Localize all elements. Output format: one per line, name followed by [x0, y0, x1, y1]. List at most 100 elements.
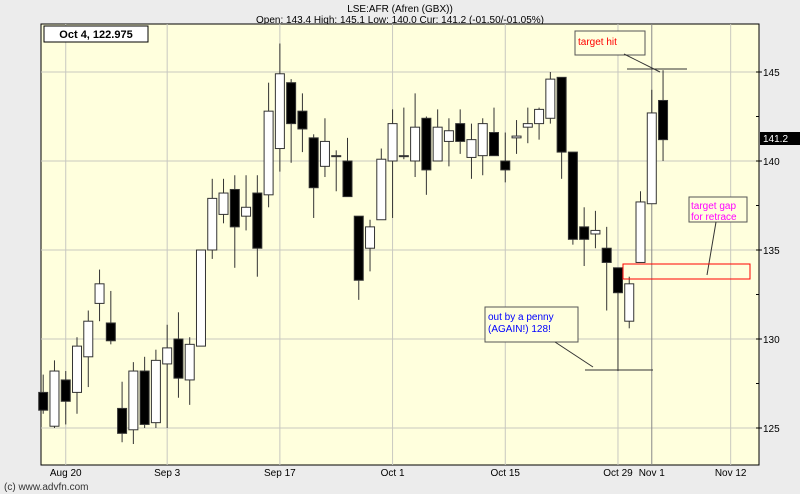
x-tick-label: Nov 1 — [639, 468, 666, 479]
candle-body — [522, 123, 533, 128]
candle[interactable] — [105, 290, 116, 345]
candle-body — [274, 73, 285, 150]
candle[interactable] — [83, 310, 94, 388]
candle[interactable] — [139, 356, 150, 428]
candle-body — [252, 192, 263, 249]
candle[interactable] — [432, 109, 443, 162]
candle-body — [83, 320, 94, 358]
x-tick-label: Oct 15 — [491, 468, 521, 479]
candle[interactable] — [38, 374, 49, 414]
y-axis: 125 130 135 140 145 — [756, 68, 780, 435]
candle[interactable] — [117, 381, 128, 443]
candle[interactable] — [94, 269, 105, 322]
candle[interactable] — [331, 150, 342, 192]
candle[interactable] — [286, 79, 297, 163]
candle[interactable] — [319, 118, 330, 178]
candle[interactable] — [579, 207, 590, 267]
candle[interactable] — [658, 70, 669, 161]
candle[interactable] — [624, 276, 635, 329]
candle-body — [173, 338, 184, 379]
candle-body — [387, 123, 398, 162]
candle[interactable] — [128, 362, 139, 445]
candle-body — [49, 370, 60, 427]
candle[interactable] — [646, 89, 657, 205]
candle[interactable] — [612, 267, 623, 372]
candle[interactable] — [398, 107, 409, 160]
candle[interactable] — [421, 116, 432, 195]
candle[interactable] — [241, 175, 252, 231]
candle[interactable] — [308, 134, 319, 218]
candle-body — [579, 226, 590, 240]
candle[interactable] — [184, 337, 195, 405]
candle-body — [353, 215, 364, 281]
candle[interactable] — [635, 191, 646, 263]
candle[interactable] — [376, 148, 387, 221]
gap-rectangle — [622, 263, 751, 280]
y-tick-label: 130 — [763, 335, 780, 346]
candle-body — [218, 192, 229, 215]
candle-body — [162, 347, 173, 365]
candle[interactable] — [455, 109, 466, 154]
candle[interactable] — [443, 118, 454, 167]
candle[interactable] — [218, 178, 229, 224]
y-tick-label: 140 — [763, 157, 780, 168]
candle[interactable] — [229, 175, 240, 268]
candle[interactable] — [365, 219, 376, 272]
y-tick-label: 145 — [763, 68, 780, 79]
current-price-label: 141.2 — [763, 134, 788, 145]
candle[interactable] — [601, 226, 612, 311]
candle-body — [534, 108, 545, 125]
candle[interactable] — [500, 132, 511, 183]
candle[interactable] — [49, 360, 60, 428]
candle-body — [105, 322, 116, 342]
penny-label-2: (AGAIN!) 128! — [488, 324, 551, 335]
candle-body — [331, 155, 342, 158]
candle-body — [342, 160, 353, 198]
candle[interactable] — [534, 107, 545, 140]
cursor-readout-box — [43, 25, 149, 43]
penny-label-1: out by a penny — [488, 312, 554, 323]
candle[interactable] — [477, 118, 488, 176]
candle[interactable] — [353, 215, 364, 300]
candle[interactable] — [263, 82, 274, 208]
candle[interactable] — [207, 178, 218, 259]
candle[interactable] — [545, 72, 556, 124]
candle[interactable] — [297, 93, 308, 153]
candle-body — [308, 137, 319, 189]
candle[interactable] — [489, 107, 499, 157]
candle[interactable] — [162, 324, 173, 428]
candle-body — [398, 155, 409, 158]
candle[interactable] — [60, 371, 71, 425]
candle-body — [128, 370, 139, 431]
current-price-marker — [760, 132, 800, 145]
candle[interactable] — [466, 123, 477, 179]
candle-body — [466, 139, 477, 158]
candle-body — [511, 135, 522, 139]
annotation-target-hit[interactable]: target hit — [574, 30, 687, 73]
candle-body — [432, 126, 443, 162]
candle[interactable] — [522, 107, 533, 144]
grid — [41, 24, 759, 465]
x-tick-label: Sep 17 — [264, 468, 296, 479]
annotation-target-gap[interactable]: target gap for retrace — [622, 196, 751, 280]
candle[interactable] — [567, 151, 578, 245]
candle[interactable] — [511, 120, 522, 154]
candle[interactable] — [150, 349, 161, 428]
candle[interactable] — [387, 109, 398, 218]
y-tick-label: 135 — [763, 246, 780, 257]
candle[interactable] — [274, 43, 285, 172]
candle[interactable] — [252, 175, 263, 277]
candle-body — [590, 229, 601, 235]
candle[interactable] — [410, 93, 421, 178]
annotation-out-by-penny[interactable]: out by a penny (AGAIN!) 128! — [484, 306, 653, 371]
candle-body — [624, 283, 635, 322]
candle[interactable] — [342, 137, 353, 198]
candle[interactable] — [72, 337, 83, 414]
candle[interactable] — [590, 210, 601, 249]
candle[interactable] — [173, 312, 184, 398]
candle-body — [195, 249, 206, 347]
candle[interactable] — [556, 76, 567, 179]
candle-body — [184, 343, 195, 381]
candle[interactable] — [195, 249, 206, 347]
